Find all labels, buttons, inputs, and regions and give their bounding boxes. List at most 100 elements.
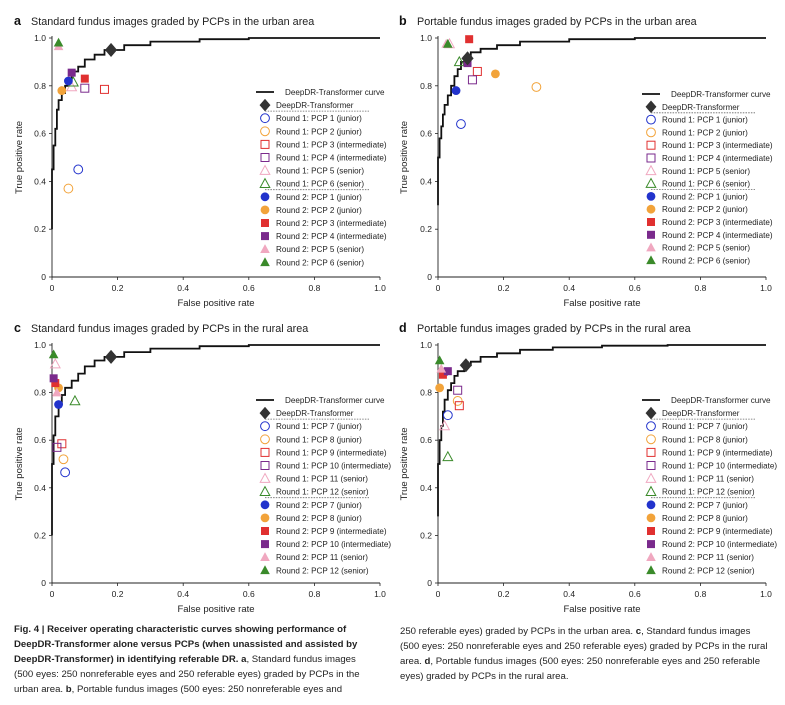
legend-marker-round-1-pcp-6-senior bbox=[645, 177, 657, 188]
caption-b-text-1: , Portable fundus images (500 eyes: 250 … bbox=[71, 684, 343, 695]
point-round-1-pcp-1-junior bbox=[456, 119, 466, 129]
point-round-2-pcp-10-intermediate bbox=[443, 367, 452, 376]
legend-model-marker bbox=[259, 406, 271, 420]
panel-c: c Standard fundus images graded by PCPs i… bbox=[14, 321, 391, 615]
point-round-1-pcp-3-intermediate bbox=[472, 66, 482, 76]
point-round-2-pcp-7-junior bbox=[54, 400, 63, 409]
point-round-1-pcp-7-junior bbox=[60, 467, 71, 478]
x-tick-label: 0.6 bbox=[629, 589, 641, 599]
legend-marker-round-2-pcp-7-junior bbox=[260, 500, 270, 510]
panel-d: d Portable fundus images graded by PCPs i… bbox=[399, 321, 777, 615]
caption-a-label: a bbox=[241, 654, 247, 665]
point-round-2-pcp-2-junior bbox=[57, 86, 67, 95]
panel-title: Portable fundus images graded by PCPs in… bbox=[417, 323, 691, 335]
legend-marker-round-2-pcp-9-intermediate bbox=[261, 527, 269, 535]
point-round-2-pcp-12-senior bbox=[434, 355, 445, 365]
y-tick-label: 0.4 bbox=[420, 483, 432, 493]
legend-marker-round-1-pcp-9-intermediate bbox=[260, 447, 270, 457]
legend-marker-round-1-pcp-4-intermediate bbox=[646, 153, 656, 163]
legend-marker-round-1-pcp-6-senior bbox=[259, 177, 271, 188]
x-tick-label: 0 bbox=[50, 283, 55, 293]
legend-label: Round 1: PCP 7 (junior) bbox=[662, 422, 748, 431]
roc-curve bbox=[51, 344, 380, 536]
x-axis-label: False positive rate bbox=[563, 604, 640, 615]
point-round-1-pcp-1-junior bbox=[73, 164, 84, 175]
y-axis-label: True positive rate bbox=[14, 121, 25, 194]
legend-marker-round-2-pcp-6-senior bbox=[646, 255, 656, 265]
legend-label: Round 2: PCP 12 (senior) bbox=[662, 566, 755, 575]
legend-label: Round 1: PCP 11 (senior) bbox=[276, 475, 368, 484]
caption-b-label: b bbox=[65, 684, 72, 695]
x-tick-label: 0 bbox=[436, 283, 441, 293]
legend-marker-round-1-pcp-4-intermediate bbox=[260, 153, 270, 162]
model-point-marker bbox=[104, 349, 118, 365]
point-round-1-pcp-4-intermediate bbox=[467, 75, 477, 85]
legend-marker-round-1-pcp-9-intermediate bbox=[646, 447, 656, 457]
point-round-1-pcp-2-junior bbox=[63, 183, 74, 194]
legend-label: Round 2: PCP 10 (intermediate) bbox=[276, 540, 391, 549]
y-tick-label: 1.0 bbox=[420, 33, 432, 43]
legend-marker-round-2-pcp-10-intermediate bbox=[647, 540, 655, 549]
legend-label: Round 1: PCP 5 (senior) bbox=[662, 167, 750, 176]
legend-label: Round 1: PCP 3 (intermediate) bbox=[276, 140, 387, 149]
legend-label: Round 2: PCP 4 (intermediate) bbox=[276, 232, 387, 241]
x-tick-label: 0.2 bbox=[498, 589, 510, 599]
legend: DeepDR-Transformer curve DeepDR-Transform… bbox=[256, 396, 391, 575]
x-tick-label: 0.4 bbox=[563, 283, 575, 293]
legend-marker-round-2-pcp-2-junior bbox=[646, 204, 656, 214]
legend-label: Round 1: PCP 3 (intermediate) bbox=[662, 141, 773, 150]
legend-marker-round-2-pcp-11-senior bbox=[260, 552, 270, 561]
legend-marker-round-1-pcp-12-senior bbox=[645, 485, 657, 496]
legend-marker-round-1-pcp-7-junior bbox=[646, 421, 656, 432]
figure-caption-left: Fig. 4 | Receiver operating characterist… bbox=[14, 622, 366, 697]
legend-marker-round-1-pcp-1-junior bbox=[646, 114, 656, 125]
legend-marker-round-2-pcp-2-junior bbox=[260, 205, 270, 215]
y-tick-label: 0.6 bbox=[420, 129, 432, 139]
y-axis-label: True positive rate bbox=[14, 427, 25, 500]
point-round-1-pcp-4-intermediate bbox=[80, 83, 90, 93]
point-round-1-pcp-10-intermediate bbox=[453, 385, 463, 395]
legend-label: Round 1: PCP 8 (junior) bbox=[662, 435, 748, 444]
legend-marker-round-1-pcp-8-junior bbox=[646, 434, 656, 445]
legend-marker-round-1-pcp-12-senior bbox=[259, 485, 271, 496]
legend-label: Round 1: PCP 10 (intermediate) bbox=[662, 462, 777, 471]
legend-marker-round-2-pcp-5-senior bbox=[260, 244, 270, 253]
panel-title: Portable fundus images graded by PCPs in… bbox=[417, 16, 697, 28]
caption-bold-text: Receiver operating characteristic curves… bbox=[14, 624, 358, 665]
legend-marker-round-1-pcp-8-junior bbox=[260, 434, 270, 445]
point-round-2-pcp-11-senior bbox=[52, 387, 62, 397]
point-round-2-pcp-3-intermediate bbox=[465, 35, 474, 44]
legend-marker-round-1-pcp-2-junior bbox=[260, 126, 270, 137]
legend-label: Round 2: PCP 2 (junior) bbox=[662, 205, 748, 214]
figure-caption-right: 250 referable eyes) graded by PCPs in th… bbox=[400, 624, 772, 684]
panel-title: Standard fundus images graded by PCPs in… bbox=[31, 16, 314, 28]
legend-marker-round-2-pcp-10-intermediate bbox=[261, 540, 269, 549]
legend-label: Round 1: PCP 9 (intermediate) bbox=[662, 448, 773, 457]
legend-label: Round 1: PCP 7 (junior) bbox=[276, 422, 362, 431]
y-tick-label: 0 bbox=[427, 578, 432, 588]
caption-c-label: c bbox=[635, 626, 642, 637]
legend-label: Round 1: PCP 2 (junior) bbox=[276, 127, 362, 136]
legend-marker-round-2-pcp-4-intermediate bbox=[647, 230, 655, 239]
x-tick-label: 0.6 bbox=[629, 283, 641, 293]
figure-canvas: a Standard fundus images graded by PCPs i… bbox=[14, 14, 777, 615]
y-tick-label: 0.8 bbox=[34, 81, 46, 91]
legend-label: Round 2: PCP 5 (senior) bbox=[276, 245, 364, 254]
caption-d-label: d bbox=[424, 656, 431, 667]
y-tick-label: 0 bbox=[41, 578, 46, 588]
legend-label: Round 2: PCP 6 (senior) bbox=[662, 256, 750, 265]
legend-label: Round 1: PCP 12 (senior) bbox=[276, 488, 369, 497]
legend: DeepDR-Transformer curve DeepDR-Transform… bbox=[642, 396, 777, 575]
legend-label: Round 2: PCP 10 (intermediate) bbox=[662, 540, 777, 549]
legend-label: Round 2: PCP 4 (intermediate) bbox=[662, 231, 773, 240]
point-round-1-pcp-10-intermediate bbox=[52, 442, 62, 452]
y-tick-label: 0 bbox=[427, 272, 432, 282]
roc-curve bbox=[437, 37, 766, 206]
panel-letter: b bbox=[399, 14, 407, 28]
legend-marker-round-1-pcp-2-junior bbox=[646, 127, 656, 138]
point-round-2-pcp-1-junior bbox=[64, 76, 73, 86]
point-round-1-pcp-11-senior bbox=[438, 419, 451, 431]
x-axis-label: False positive rate bbox=[177, 298, 254, 309]
legend-label: Round 1: PCP 2 (junior) bbox=[662, 128, 748, 137]
legend-marker-round-2-pcp-6-senior bbox=[260, 257, 270, 267]
